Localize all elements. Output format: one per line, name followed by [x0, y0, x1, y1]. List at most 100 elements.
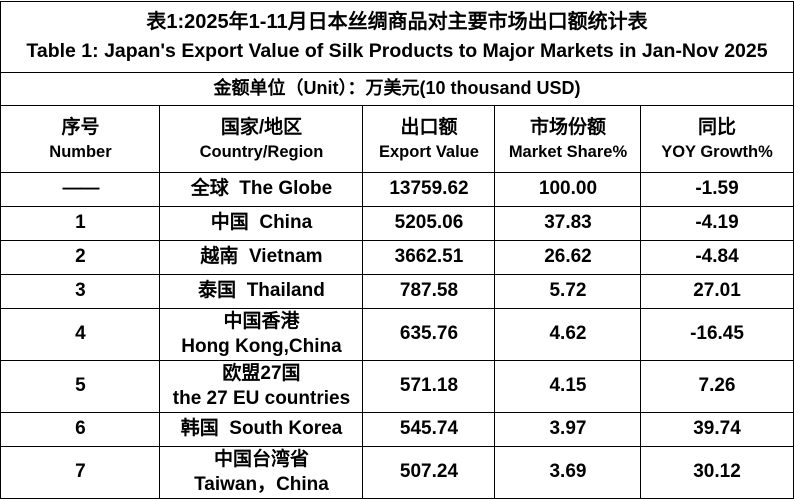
cell-region: 中国台湾省 Taiwan，China: [159, 446, 364, 499]
column-header-market-share: 市场份额 Market Share%: [494, 105, 642, 173]
cell-market-share: 4.62: [494, 308, 642, 361]
column-header-yoy-growth: 同比 YOY Growth%: [640, 105, 794, 173]
column-header-region-cn: 国家/地区: [220, 117, 303, 139]
cell-export-value-text: 571.18: [399, 375, 459, 397]
region-name-en: China: [259, 212, 313, 234]
cell-number: 4: [0, 308, 161, 361]
region-name-cn: 韩国: [180, 418, 219, 440]
cell-export-value-text: 13759.62: [389, 178, 469, 200]
header-row: 序号 Number 国家/地区 Country/Region 出口额 Expor…: [0, 105, 794, 173]
unit-label: 金额单位（Unit）：万美元(10 thousand USD): [213, 78, 581, 99]
cell-export-value: 635.76: [362, 308, 496, 361]
table-row: —— 全球 The Globe 13759.62 100.00 -1.59: [0, 172, 794, 207]
cell-yoy-growth-text: -1.59: [695, 178, 739, 200]
cell-region: 越南 Vietnam: [159, 240, 364, 275]
cell-market-share-text: 5.72: [549, 280, 587, 302]
region-name-cn: 中国台湾省: [213, 449, 309, 471]
column-header-yoy-growth-cn: 同比: [697, 117, 736, 139]
row-number: 4: [75, 323, 86, 345]
region-name-en: Hong Kong,China: [181, 335, 342, 357]
column-header-number-cn: 序号: [61, 117, 100, 139]
region-name-cn: 欧盟27国: [222, 363, 301, 385]
cell-number: 2: [0, 240, 161, 275]
cell-region: 泰国 Thailand: [159, 274, 364, 309]
column-header-export-value-cn: 出口额: [400, 117, 458, 139]
cell-region: 中国香港 Hong Kong,China: [159, 308, 364, 361]
row-number: 2: [75, 246, 86, 268]
column-header-export-value: 出口额 Export Value: [362, 105, 496, 173]
region-name-en: South Korea: [229, 418, 343, 440]
cell-yoy-growth: -4.19: [640, 206, 794, 241]
cell-export-value: 507.24: [362, 446, 496, 499]
cell-region: 韩国 South Korea: [159, 412, 364, 447]
column-header-market-share-en: Market Share%: [508, 142, 628, 161]
region-name-cn: 全球: [190, 178, 229, 200]
cell-yoy-growth-text: -4.84: [695, 246, 739, 268]
cell-export-value-text: 545.74: [399, 418, 459, 440]
cell-market-share-text: 4.62: [549, 323, 587, 345]
cell-export-value: 571.18: [362, 360, 496, 413]
cell-market-share: 100.00: [494, 172, 642, 207]
region-name-en: Taiwan，China: [194, 473, 329, 495]
column-header-region: 国家/地区 Country/Region: [159, 105, 364, 173]
cell-market-share-text: 3.69: [549, 461, 587, 483]
cell-yoy-growth-text: -4.19: [695, 212, 739, 234]
cell-region: 全球 The Globe: [159, 172, 364, 207]
cell-export-value: 545.74: [362, 412, 496, 447]
cell-yoy-growth: -4.84: [640, 240, 794, 275]
cell-market-share: 4.15: [494, 360, 642, 413]
cell-yoy-growth-text: 27.01: [693, 280, 741, 302]
cell-yoy-growth-text: 39.74: [693, 418, 741, 440]
table-row: 7 中国台湾省 Taiwan，China 507.24 3.69 30.12: [0, 446, 794, 499]
table-row: 1 中国 China 5205.06 37.83 -4.19: [0, 206, 794, 241]
cell-yoy-growth-text: -16.45: [690, 323, 744, 345]
row-number: 3: [75, 280, 86, 302]
cell-number: ——: [0, 172, 161, 207]
region-name-en: Vietnam: [248, 246, 323, 268]
column-header-market-share-cn: 市场份额: [529, 117, 606, 139]
cell-market-share: 3.69: [494, 446, 642, 499]
cell-number: 7: [0, 446, 161, 499]
region-name-cn: 中国香港: [223, 311, 300, 333]
cell-market-share-text: 100.00: [538, 178, 598, 200]
cell-number: 5: [0, 360, 161, 413]
row-number: 6: [75, 418, 86, 440]
cell-yoy-growth: 7.26: [640, 360, 794, 413]
cell-market-share-text: 3.97: [549, 418, 587, 440]
column-header-number-en: Number: [49, 142, 112, 161]
cell-export-value: 13759.62: [362, 172, 496, 207]
title-row: 表1:2025年1-11月日本丝绸商品对主要市场出口额统计表 Table 1: …: [0, 1, 794, 73]
table-row: 5 欧盟27国 the 27 EU countries 571.18 4.15 7.26: [0, 360, 794, 413]
region-name-cn: 中国: [210, 212, 249, 234]
region-name-en: Thailand: [246, 280, 325, 302]
cell-export-value-text: 787.58: [399, 280, 459, 302]
cell-export-value: 5205.06: [362, 206, 496, 241]
column-header-yoy-growth-en: YOY Growth%: [661, 142, 773, 161]
table-row: 6 韩国 South Korea 545.74 3.97 39.74: [0, 412, 794, 447]
cell-market-share-text: 26.62: [544, 246, 592, 268]
region-name-en: The Globe: [239, 178, 333, 200]
cell-export-value-text: 507.24: [399, 461, 459, 483]
cell-yoy-growth: 39.74: [640, 412, 794, 447]
table-title-cell: 表1:2025年1-11月日本丝绸商品对主要市场出口额统计表 Table 1: …: [0, 1, 794, 73]
row-number: ——: [62, 178, 99, 200]
cell-yoy-growth: -1.59: [640, 172, 794, 207]
row-number: 7: [75, 461, 86, 483]
cell-market-share-text: 37.83: [544, 212, 592, 234]
cell-number: 3: [0, 274, 161, 309]
cell-number: 1: [0, 206, 161, 241]
region-name-cn: 泰国: [198, 280, 237, 302]
table-title-english: Table 1: Japan's Export Value of Silk Pr…: [26, 40, 768, 63]
cell-number: 6: [0, 412, 161, 447]
cell-region: 中国 China: [159, 206, 364, 241]
table-row: 3 泰国 Thailand 787.58 5.72 27.01: [0, 274, 794, 309]
cell-yoy-growth: 30.12: [640, 446, 794, 499]
cell-export-value: 787.58: [362, 274, 496, 309]
region-name-cn: 越南: [200, 246, 239, 268]
column-header-export-value-en: Export Value: [378, 142, 479, 161]
cell-market-share: 37.83: [494, 206, 642, 241]
cell-export-value-text: 635.76: [399, 323, 459, 345]
unit-cell: 金额单位（Unit）：万美元(10 thousand USD): [0, 72, 794, 106]
